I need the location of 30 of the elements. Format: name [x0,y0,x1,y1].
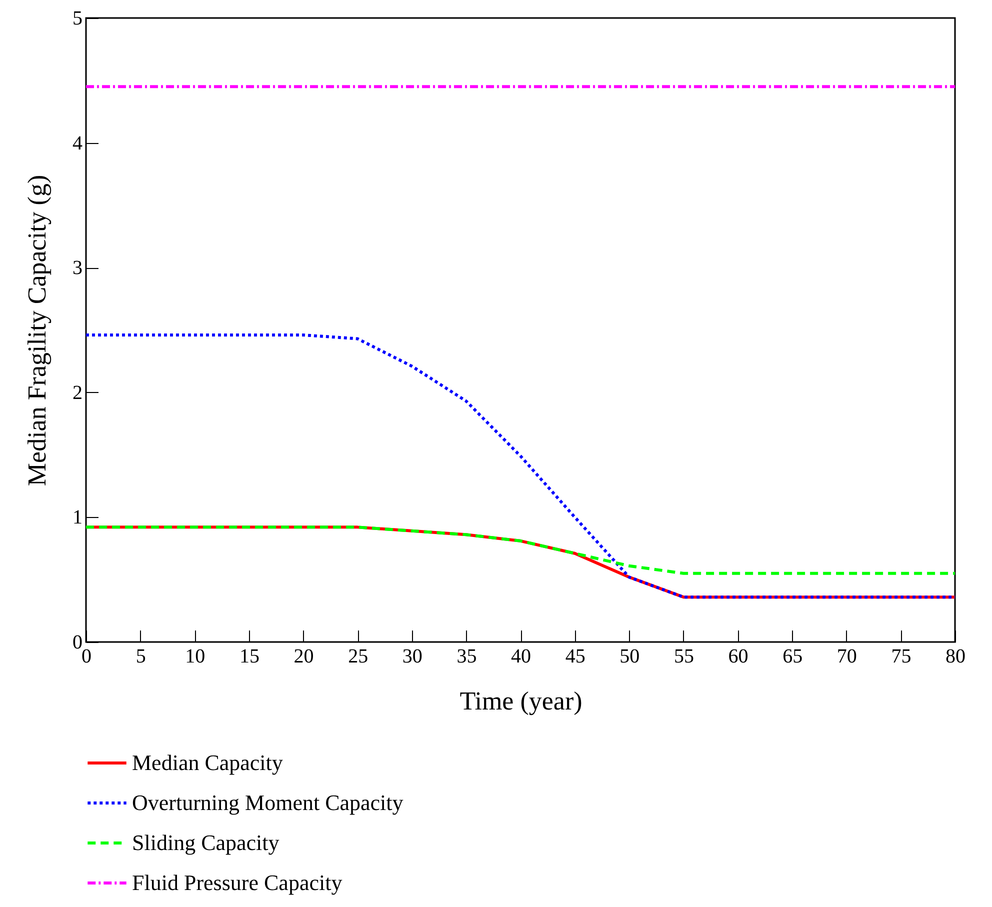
x-tick-label: 40 [511,646,531,668]
line-series [86,526,955,575]
x-tick-label: 30 [402,646,422,668]
y-tick-label: 3 [72,257,82,280]
x-tick-label: 35 [456,646,477,668]
x-tick-label: 15 [239,646,260,668]
y-tick-label: 5 [72,8,82,30]
x-tick-label: 45 [565,646,586,668]
x-tick-label: 20 [294,646,314,668]
x-tick-label: 80 [946,646,966,668]
x-tick-label: 5 [136,646,146,668]
legend-label: Sliding Capacity [132,830,280,855]
x-tick-label: 75 [891,646,912,668]
x-tick-label: 65 [782,646,803,668]
x-tick-label: 55 [674,646,694,668]
x-tick-label: 50 [620,646,640,668]
legend-label: Median Capacity [132,750,283,775]
x-tick-label: 10 [185,646,206,668]
x-tick-label: 70 [836,646,857,668]
x-tick-label: 60 [728,646,748,668]
x-tick-label: 25 [348,646,368,668]
legend-label: Fluid Pressure Capacity [132,870,342,895]
legend-label: Overturning Moment Capacity [132,790,404,815]
y-axis-title: Median Fragility Capacity (g) [22,174,52,486]
y-tick-label: 0 [72,632,82,654]
y-tick-label: 1 [72,506,82,529]
y-tick-label: 4 [72,132,82,154]
y-tick-label: 2 [72,382,82,404]
x-axis-title: Time (year) [460,686,582,716]
line-series [86,333,955,599]
